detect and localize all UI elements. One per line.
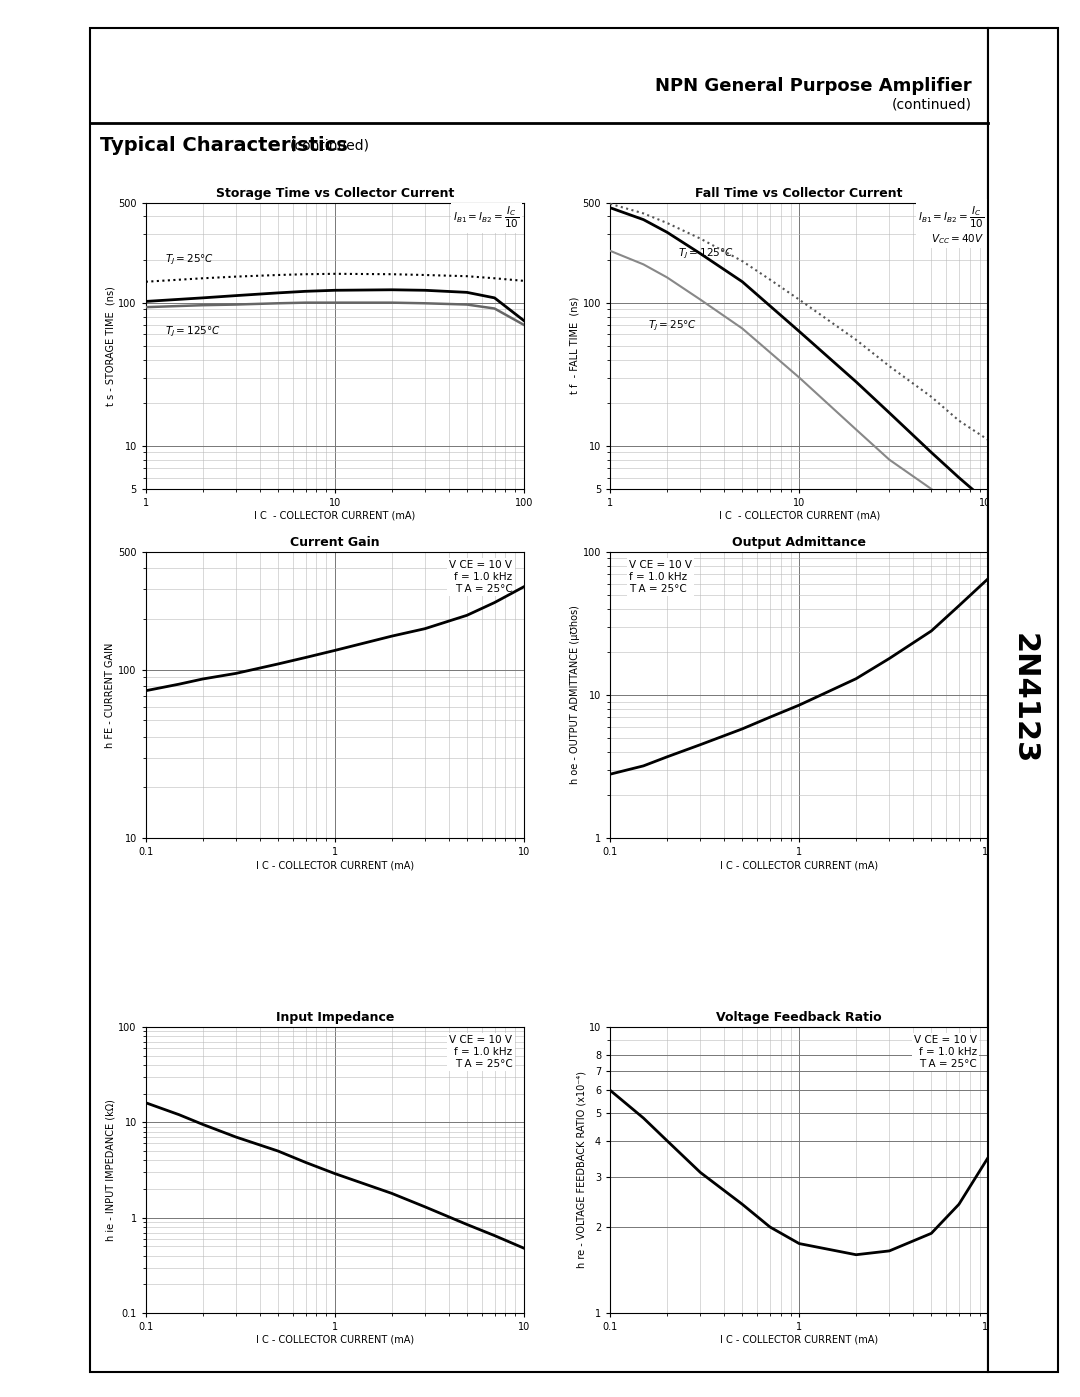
Text: (continued): (continued): [892, 98, 972, 112]
Text: V CE = 10 V
f = 1.0 kHz
T A = 25°C: V CE = 10 V f = 1.0 kHz T A = 25°C: [449, 1035, 512, 1069]
Y-axis label: h ie - INPUT IMPEDANCE (kΩ): h ie - INPUT IMPEDANCE (kΩ): [106, 1099, 116, 1241]
Text: Typical Characteristics: Typical Characteristics: [100, 136, 348, 155]
X-axis label: I C - COLLECTOR CURRENT (mA): I C - COLLECTOR CURRENT (mA): [256, 1336, 414, 1345]
X-axis label: I C - COLLECTOR CURRENT (mA): I C - COLLECTOR CURRENT (mA): [720, 861, 878, 870]
Text: NPN General Purpose Amplifier: NPN General Purpose Amplifier: [656, 77, 972, 95]
Text: $T_J = 125°C$: $T_J = 125°C$: [678, 247, 734, 261]
Title: Voltage Feedback Ratio: Voltage Feedback Ratio: [716, 1011, 882, 1024]
Y-axis label: h oe - OUTPUT ADMITTANCE (μ℧hos): h oe - OUTPUT ADMITTANCE (μ℧hos): [570, 605, 580, 785]
Text: V CE = 10 V
f = 1.0 kHz
T A = 25°C: V CE = 10 V f = 1.0 kHz T A = 25°C: [449, 560, 512, 594]
Text: (continued): (continued): [289, 138, 369, 152]
X-axis label: I C - COLLECTOR CURRENT (mA): I C - COLLECTOR CURRENT (mA): [720, 1336, 878, 1345]
Text: $T_J = 25°C$: $T_J = 25°C$: [648, 319, 697, 332]
Title: Output Admittance: Output Admittance: [732, 536, 866, 549]
X-axis label: I C - COLLECTOR CURRENT (mA): I C - COLLECTOR CURRENT (mA): [256, 861, 414, 870]
Text: $I_{B1} = I_{B2} = \dfrac{I_C}{10}$
$V_{CC} = 40V$: $I_{B1} = I_{B2} = \dfrac{I_C}{10}$ $V_{…: [918, 205, 984, 246]
Text: $T_J = 25°C$: $T_J = 25°C$: [165, 253, 214, 267]
Title: Fall Time vs Collector Current: Fall Time vs Collector Current: [696, 187, 903, 200]
X-axis label: I C  - COLLECTOR CURRENT (mA): I C - COLLECTOR CURRENT (mA): [254, 511, 416, 521]
Text: $I_{B1} = I_{B2} = \dfrac{I_C}{10}$: $I_{B1} = I_{B2} = \dfrac{I_C}{10}$: [454, 205, 521, 231]
Text: $T_J = 125°C$: $T_J = 125°C$: [165, 324, 220, 338]
Y-axis label: h FE - CURRENT GAIN: h FE - CURRENT GAIN: [106, 643, 116, 747]
Text: 2N4123: 2N4123: [1010, 633, 1038, 764]
Title: Storage Time vs Collector Current: Storage Time vs Collector Current: [216, 187, 454, 200]
Title: Input Impedance: Input Impedance: [275, 1011, 394, 1024]
Title: Current Gain: Current Gain: [291, 536, 379, 549]
X-axis label: I C  - COLLECTOR CURRENT (mA): I C - COLLECTOR CURRENT (mA): [718, 511, 880, 521]
Text: V CE = 10 V
f = 1.0 kHz
T A = 25°C: V CE = 10 V f = 1.0 kHz T A = 25°C: [914, 1035, 976, 1069]
Y-axis label: t s - STORAGE TIME  (ns): t s - STORAGE TIME (ns): [106, 286, 116, 405]
Y-axis label: t f  - FALL TIME  (ns): t f - FALL TIME (ns): [570, 298, 580, 394]
Y-axis label: h re - VOLTAGE FEEDBACK RATIO (x10⁻⁴): h re - VOLTAGE FEEDBACK RATIO (x10⁻⁴): [576, 1071, 586, 1268]
Text: V CE = 10 V
f = 1.0 kHz
T A = 25°C: V CE = 10 V f = 1.0 kHz T A = 25°C: [629, 560, 692, 594]
